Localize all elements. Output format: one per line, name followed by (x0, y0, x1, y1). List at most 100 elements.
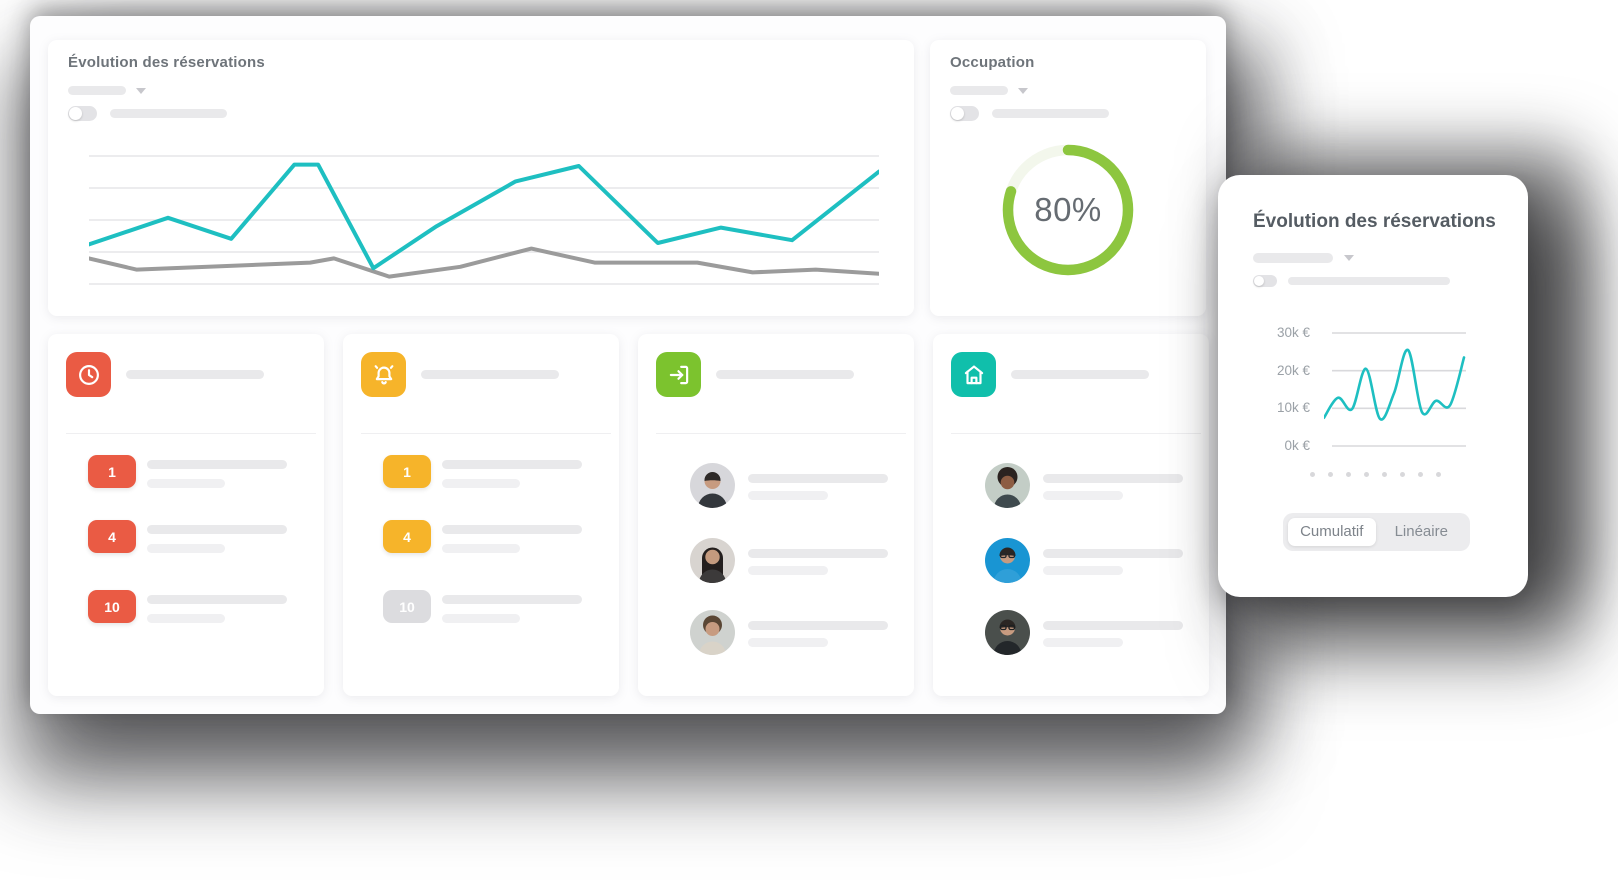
occupation-card: Occupation 80% (930, 40, 1206, 316)
occupation-ring-chart: 80% (998, 140, 1138, 280)
skeleton-bar (1043, 549, 1183, 558)
linear-mode-button[interactable]: Linéaire (1394, 523, 1448, 540)
x-tick-dot (1436, 472, 1441, 477)
rooms-stat-card (933, 334, 1209, 696)
skeleton-bar (748, 474, 888, 483)
card-title: Évolution des réservations (1253, 211, 1496, 232)
occupation-percent: 80% (1034, 191, 1102, 228)
count-badge: 4 (88, 520, 136, 553)
skeleton-bar (716, 370, 854, 379)
dashboard-panel: Évolution des réservations Occupation (30, 16, 1226, 714)
avatar (690, 538, 735, 583)
divider (656, 433, 906, 434)
skeleton-bar (126, 370, 264, 379)
skeleton-bar (147, 525, 287, 534)
skeleton-bar (1043, 474, 1183, 483)
arrivals-stat-card (638, 334, 914, 696)
skeleton-bar (748, 549, 888, 558)
cumulative-mode-button[interactable]: Cumulatif (1288, 518, 1376, 546)
chevron-down-icon (1018, 87, 1028, 94)
skeleton-bar (147, 544, 225, 553)
toggle-row (1253, 275, 1450, 287)
comparison-series-line (89, 246, 879, 279)
x-tick-dot (1328, 472, 1333, 477)
reservations-series-line (89, 162, 879, 271)
skeleton-bar (1043, 621, 1183, 630)
count-badge: 1 (88, 455, 136, 488)
skeleton-bar (442, 525, 582, 534)
period-dropdown[interactable] (68, 86, 146, 95)
x-tick-dot (1346, 472, 1351, 477)
skeleton-bar (147, 460, 287, 469)
skeleton-bar (421, 370, 559, 379)
skeleton-bar (748, 638, 828, 647)
skeleton-bar (992, 109, 1109, 118)
revenue-series-line (1324, 348, 1466, 421)
skeleton-bar (442, 460, 582, 469)
chevron-down-icon (136, 87, 146, 94)
card-title: Évolution des réservations (68, 54, 265, 71)
bell-icon (361, 352, 406, 397)
chevron-down-icon (1344, 255, 1354, 261)
skeleton-bar (110, 109, 227, 118)
x-axis-tick-placeholders (1310, 472, 1441, 477)
skeleton-bar (1011, 370, 1149, 379)
reservations-line-chart (89, 155, 879, 285)
card-title: Occupation (950, 54, 1035, 71)
skeleton-bar (147, 479, 225, 488)
ring-progress (1002, 144, 1134, 276)
skeleton-bar (748, 491, 828, 500)
period-dropdown[interactable] (950, 86, 1028, 95)
skeleton-bar (1043, 638, 1123, 647)
reservations-detail-card: Évolution des réservations 30k € 20k € 1… (1218, 175, 1528, 597)
skeleton-bar (1043, 566, 1123, 575)
alerts-stat-card: 1 4 10 (343, 334, 619, 696)
skeleton-bar (147, 614, 225, 623)
skeleton-bar (1043, 491, 1123, 500)
revenue-line-chart (1324, 332, 1466, 447)
x-tick-dot (1382, 472, 1387, 477)
count-badge: 4 (383, 520, 431, 553)
y-axis-tick: 20k € (1276, 363, 1310, 378)
period-dropdown[interactable] (1253, 253, 1354, 263)
toggle-switch[interactable] (1253, 275, 1277, 287)
count-badge: 10 (88, 590, 136, 623)
ring-svg (1002, 144, 1134, 276)
count-badge: 10 (383, 590, 431, 623)
toggle-row (68, 106, 227, 121)
skeleton-bar (147, 595, 287, 604)
x-tick-dot (1418, 472, 1423, 477)
skeleton-bar (1288, 277, 1450, 285)
skeleton-bar (1253, 253, 1333, 263)
divider (951, 433, 1201, 434)
skeleton-bar (442, 595, 582, 604)
x-tick-dot (1364, 472, 1369, 477)
skeleton-bar (68, 86, 126, 95)
avatar (985, 610, 1030, 655)
x-tick-dot (1400, 472, 1405, 477)
toggle-row (950, 106, 1109, 121)
avatar (985, 538, 1030, 583)
avatar (985, 463, 1030, 508)
count-badge: 1 (383, 455, 431, 488)
x-tick-dot (1310, 472, 1315, 477)
avatar (690, 463, 735, 508)
toggle-switch[interactable] (68, 106, 97, 121)
reservations-chart-card: Évolution des réservations (48, 40, 914, 316)
skeleton-bar (748, 621, 888, 630)
avatar (690, 610, 735, 655)
divider (66, 433, 316, 434)
y-axis-tick: 30k € (1276, 325, 1310, 340)
skeleton-bar (950, 86, 1008, 95)
toggle-switch[interactable] (950, 106, 979, 121)
sign-in-icon (656, 352, 701, 397)
home-icon (951, 352, 996, 397)
y-axis-tick: 0k € (1284, 438, 1310, 453)
y-axis-tick: 10k € (1276, 400, 1310, 415)
clock-icon (66, 352, 111, 397)
skeleton-bar (748, 566, 828, 575)
skeleton-bar (442, 614, 520, 623)
pending-stat-card: 1 4 10 (48, 334, 324, 696)
skeleton-bar (442, 479, 520, 488)
divider (361, 433, 611, 434)
